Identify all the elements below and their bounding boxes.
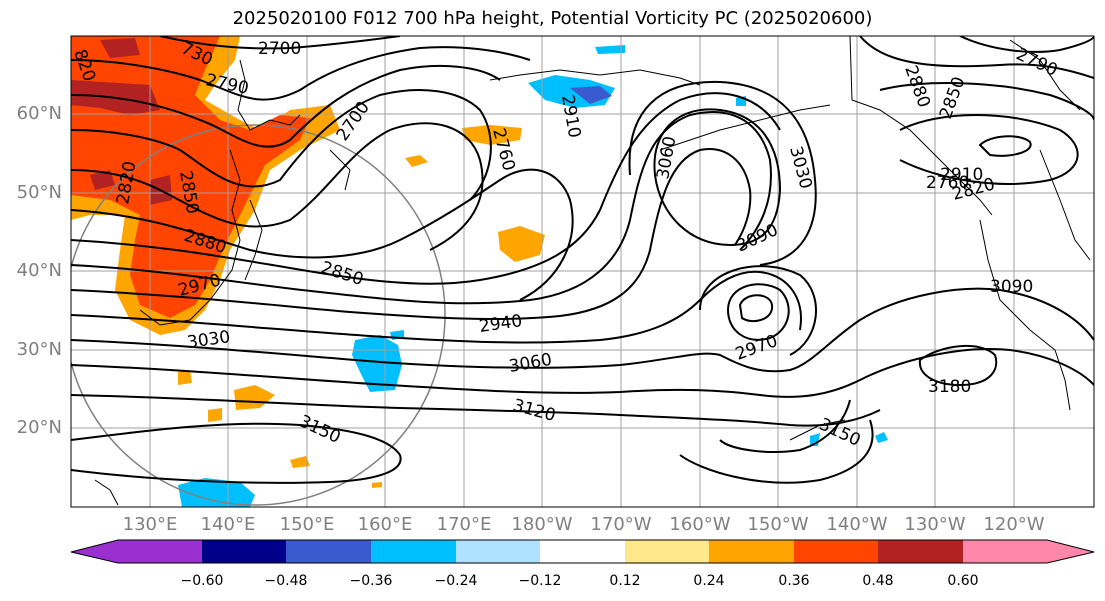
pv-shading — [71, 36, 888, 507]
colorbar-tick: −0.24 — [434, 573, 478, 589]
colorbar-tick: −0.60 — [180, 573, 224, 589]
colorbar-tick: −0.48 — [264, 573, 308, 589]
lon-label: 180°W — [511, 514, 573, 535]
reference-circle — [71, 124, 446, 506]
colorbar-tick: −0.36 — [349, 573, 393, 589]
colorbar-bin — [286, 540, 371, 563]
lon-label: 170°W — [590, 514, 652, 535]
map-frame — [70, 35, 1095, 508]
colorbar-bin — [202, 540, 286, 563]
lon-label: 140°E — [200, 514, 256, 535]
colorbar-tick: 0.48 — [862, 573, 894, 589]
lat-label: 20°N — [16, 417, 62, 438]
lat-label: 60°N — [16, 103, 62, 124]
contour-label: 2700 — [258, 39, 301, 59]
lon-label: 120°W — [983, 514, 1045, 535]
colorbar-outline — [70, 539, 1095, 564]
colorbar-tick: 0.36 — [778, 573, 810, 589]
colorbar-high-extend — [1047, 540, 1094, 563]
lat-label: 40°N — [16, 260, 62, 281]
lon-label: 140°W — [826, 514, 888, 535]
colorbar-bin — [540, 540, 625, 563]
lon-label: 160°W — [669, 514, 731, 535]
colorbar-bin — [456, 540, 540, 563]
colorbar-tick: 0.12 — [609, 573, 641, 589]
colorbar-bin — [878, 540, 963, 563]
colorbar-bin — [963, 540, 1047, 563]
lon-label: 150°W — [747, 514, 809, 535]
colorbar — [70, 539, 1095, 564]
colorbar-bin — [118, 540, 202, 563]
contour-label: 3180 — [928, 377, 971, 397]
contour-label: 2910 — [940, 165, 983, 185]
colorbar-bin — [625, 540, 709, 563]
lon-label: 150°E — [279, 514, 335, 535]
colorbar-tick: −0.12 — [518, 573, 562, 589]
map-title: 2025020100 F012 700 hPa height, Potentia… — [232, 8, 873, 29]
colorbar-bin — [709, 540, 794, 563]
lon-label: 170°E — [436, 514, 492, 535]
lon-label: 130°E — [122, 514, 178, 535]
graticule — [71, 36, 1094, 507]
lat-label: 30°N — [16, 339, 62, 360]
colorbar-low-extend — [71, 540, 118, 563]
colorbar-bin — [794, 540, 878, 563]
height-contours — [71, 36, 1094, 484]
lon-label: 160°E — [357, 514, 413, 535]
lat-label: 50°N — [16, 182, 62, 203]
lon-label: 130°W — [904, 514, 966, 535]
colorbar-tick: 0.24 — [693, 573, 725, 589]
contour-label: 3090 — [990, 277, 1033, 297]
colorbar-tick: 0.60 — [947, 573, 979, 589]
contour-label: 2760 — [926, 173, 969, 193]
colorbar-bin — [371, 540, 456, 563]
